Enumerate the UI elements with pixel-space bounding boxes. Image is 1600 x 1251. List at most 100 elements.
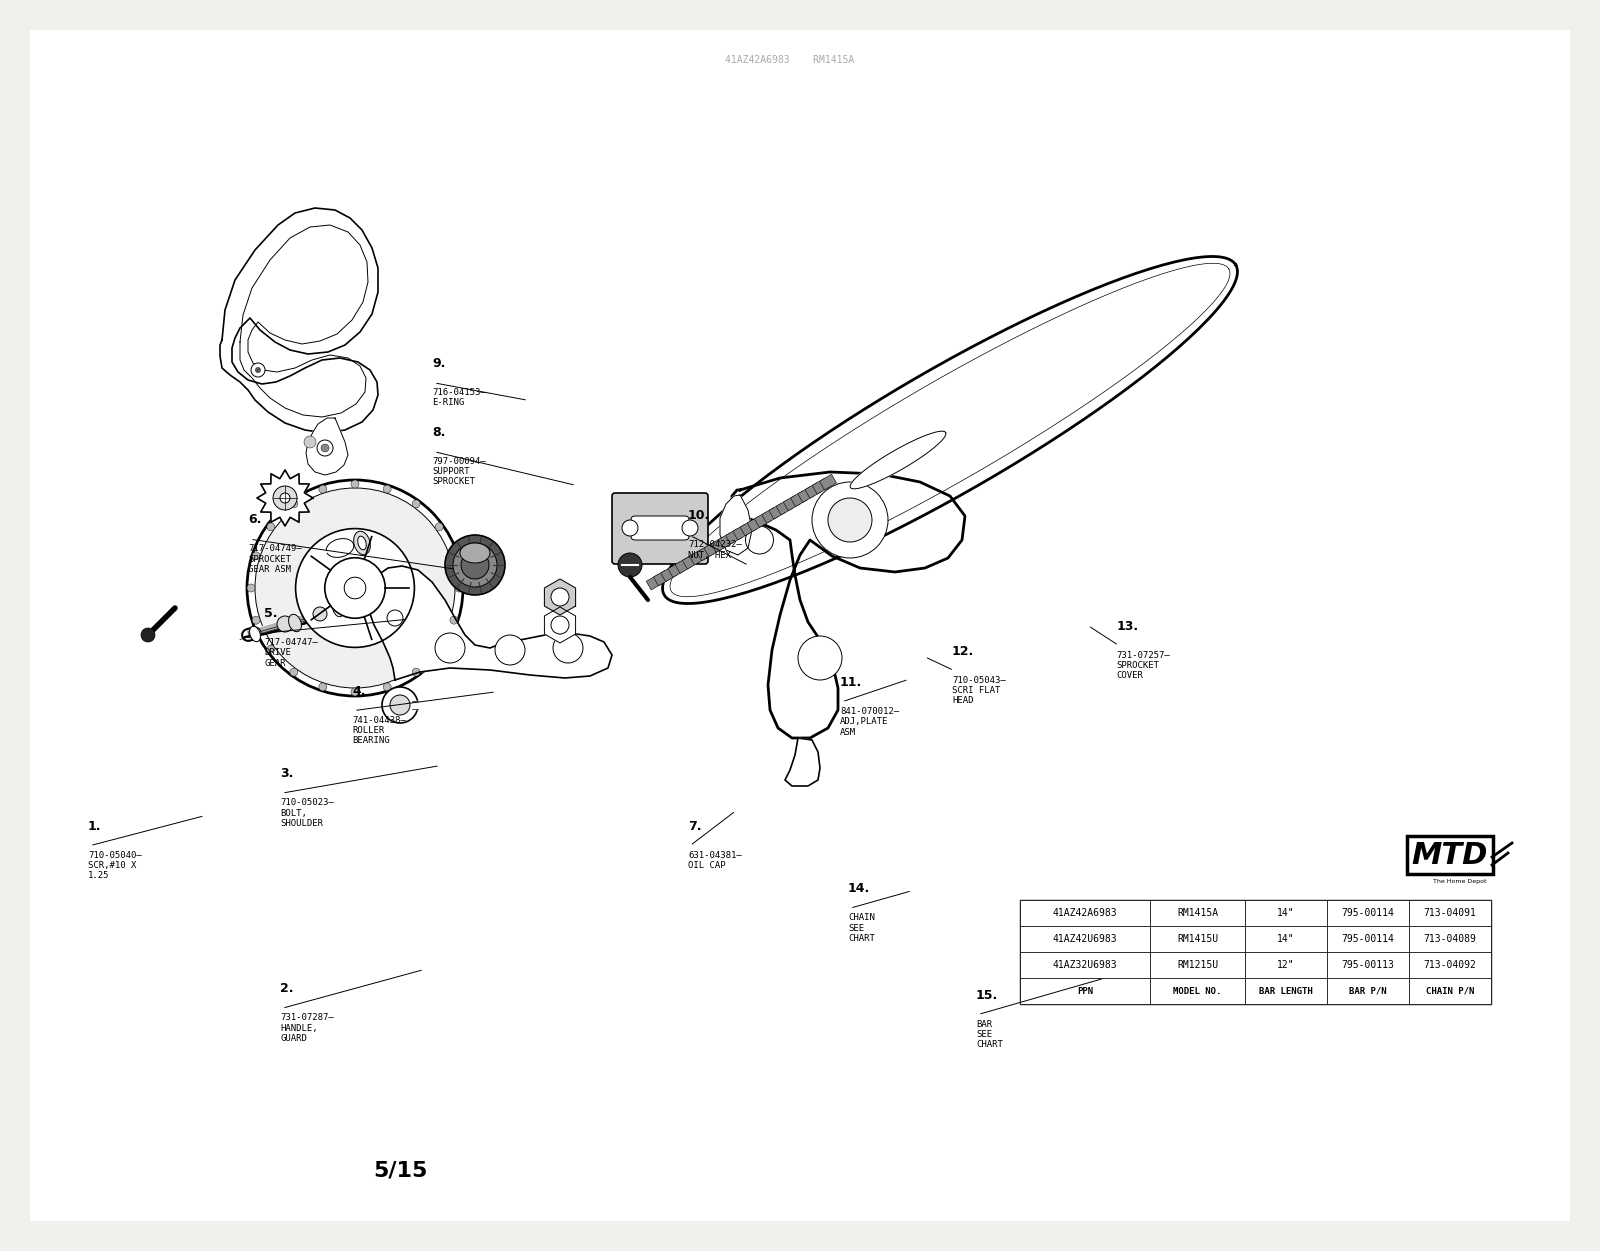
Text: 731-07257—
SPROCKET
COVER: 731-07257— SPROCKET COVER bbox=[1117, 651, 1171, 681]
Text: BAR LENGTH: BAR LENGTH bbox=[1259, 987, 1314, 996]
Circle shape bbox=[250, 627, 261, 639]
Bar bbox=[1021, 899, 1150, 926]
Polygon shape bbox=[733, 472, 965, 738]
Circle shape bbox=[253, 552, 261, 560]
Text: 7.: 7. bbox=[688, 819, 701, 833]
Circle shape bbox=[450, 552, 458, 560]
Circle shape bbox=[382, 485, 390, 493]
Text: PPN: PPN bbox=[1077, 987, 1093, 996]
Text: 4.: 4. bbox=[352, 684, 365, 698]
Ellipse shape bbox=[333, 602, 344, 617]
Text: 1.: 1. bbox=[88, 819, 101, 833]
Bar bbox=[1410, 926, 1491, 952]
Circle shape bbox=[829, 498, 872, 542]
Ellipse shape bbox=[358, 537, 366, 550]
Bar bbox=[1021, 899, 1491, 1005]
Circle shape bbox=[254, 367, 261, 373]
Circle shape bbox=[413, 668, 421, 676]
Bar bbox=[682, 553, 699, 569]
Text: 712-04232—
NUT, HEX: 712-04232— NUT, HEX bbox=[688, 540, 742, 560]
Text: 14": 14" bbox=[1277, 934, 1294, 945]
Circle shape bbox=[450, 617, 458, 624]
Text: 3.: 3. bbox=[280, 767, 293, 781]
Bar bbox=[798, 487, 814, 503]
Polygon shape bbox=[544, 607, 576, 643]
Text: 717-04749—
SPROCKET
GEAR ASM: 717-04749— SPROCKET GEAR ASM bbox=[248, 544, 302, 574]
Circle shape bbox=[274, 485, 298, 510]
Circle shape bbox=[350, 688, 358, 696]
Circle shape bbox=[622, 520, 638, 535]
Bar bbox=[1326, 952, 1410, 978]
Text: 12": 12" bbox=[1277, 960, 1294, 970]
Text: 14": 14" bbox=[1277, 908, 1294, 918]
Bar bbox=[675, 558, 693, 573]
Circle shape bbox=[314, 607, 326, 620]
FancyBboxPatch shape bbox=[613, 493, 709, 564]
Circle shape bbox=[318, 485, 326, 493]
Bar bbox=[661, 565, 678, 582]
Bar bbox=[1021, 978, 1150, 1005]
Text: 795-00114: 795-00114 bbox=[1341, 934, 1395, 945]
Circle shape bbox=[280, 493, 290, 503]
Text: MODEL NO.: MODEL NO. bbox=[1173, 987, 1222, 996]
Text: CHAIN
SEE
CHART: CHAIN SEE CHART bbox=[848, 913, 875, 943]
Text: 713-04089: 713-04089 bbox=[1424, 934, 1477, 945]
Polygon shape bbox=[720, 495, 752, 555]
Polygon shape bbox=[850, 432, 946, 489]
Circle shape bbox=[813, 482, 888, 558]
Bar bbox=[1410, 952, 1491, 978]
Text: 14.: 14. bbox=[848, 882, 870, 896]
Text: 710-05023—
BOLT,
SHOULDER: 710-05023— BOLT, SHOULDER bbox=[280, 798, 334, 828]
Circle shape bbox=[554, 633, 582, 663]
Circle shape bbox=[251, 363, 266, 377]
Circle shape bbox=[322, 444, 330, 452]
Bar bbox=[770, 503, 786, 519]
Bar bbox=[653, 570, 670, 585]
Bar bbox=[1150, 952, 1245, 978]
Circle shape bbox=[382, 683, 390, 691]
Circle shape bbox=[254, 488, 454, 688]
Text: RM1215U: RM1215U bbox=[1178, 960, 1218, 970]
Circle shape bbox=[318, 683, 326, 691]
Bar bbox=[1410, 899, 1491, 926]
Polygon shape bbox=[786, 738, 821, 786]
Bar bbox=[805, 483, 822, 498]
Text: CHAIN P/N: CHAIN P/N bbox=[1426, 987, 1474, 996]
Circle shape bbox=[290, 668, 298, 676]
Bar bbox=[784, 495, 800, 510]
Bar bbox=[1326, 978, 1410, 1005]
Circle shape bbox=[141, 628, 155, 642]
FancyBboxPatch shape bbox=[630, 515, 690, 540]
Circle shape bbox=[267, 646, 275, 653]
Ellipse shape bbox=[354, 598, 362, 609]
Circle shape bbox=[453, 543, 498, 587]
Text: RM1415A: RM1415A bbox=[1178, 908, 1218, 918]
Bar bbox=[1245, 978, 1326, 1005]
Text: 11.: 11. bbox=[840, 676, 862, 689]
Bar bbox=[813, 478, 829, 494]
Text: 713-04092: 713-04092 bbox=[1424, 960, 1477, 970]
Bar bbox=[1245, 899, 1326, 926]
Text: 731-07287—
HANDLE,
GUARD: 731-07287— HANDLE, GUARD bbox=[280, 1013, 334, 1043]
Circle shape bbox=[454, 584, 462, 592]
Circle shape bbox=[325, 558, 386, 618]
Text: The Home Depot: The Home Depot bbox=[1434, 879, 1486, 884]
Text: 713-04091: 713-04091 bbox=[1424, 908, 1477, 918]
Circle shape bbox=[267, 523, 275, 530]
Circle shape bbox=[290, 500, 298, 508]
Polygon shape bbox=[544, 579, 576, 615]
Circle shape bbox=[382, 687, 418, 723]
Bar bbox=[696, 545, 714, 560]
Text: BAR P/N: BAR P/N bbox=[1349, 987, 1387, 996]
Text: 2.: 2. bbox=[280, 982, 293, 996]
Bar bbox=[1410, 978, 1491, 1005]
Ellipse shape bbox=[354, 532, 370, 554]
Bar bbox=[646, 574, 664, 590]
Bar bbox=[1150, 926, 1245, 952]
Circle shape bbox=[344, 577, 366, 599]
Circle shape bbox=[494, 636, 525, 666]
Bar bbox=[762, 508, 779, 523]
Text: 716-04153—
E-RING: 716-04153— E-RING bbox=[432, 388, 486, 408]
Ellipse shape bbox=[288, 614, 301, 632]
Text: 15.: 15. bbox=[976, 988, 998, 1002]
